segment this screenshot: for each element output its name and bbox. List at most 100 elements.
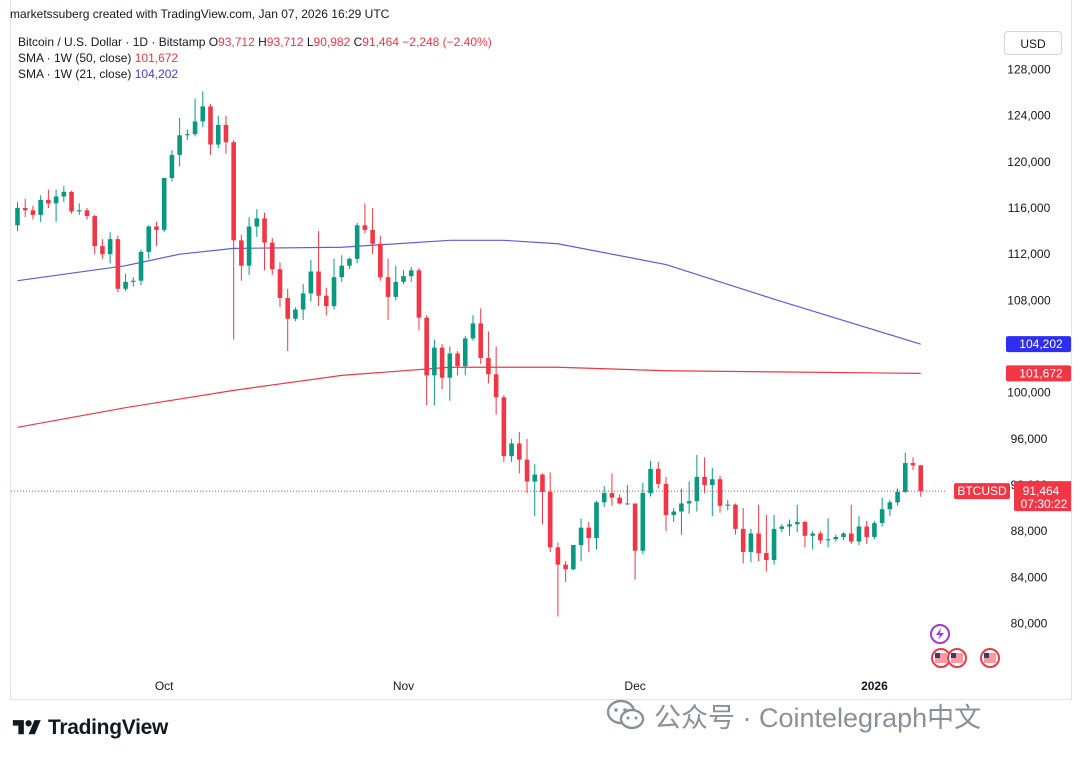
candle-up bbox=[401, 270, 406, 285]
candle-body bbox=[601, 493, 607, 503]
chart-panel[interactable]: 80,00084,00088,00092,00096,000100,000104… bbox=[10, 0, 1072, 700]
candle-down bbox=[46, 189, 51, 208]
candle-up bbox=[872, 520, 877, 540]
candle-body bbox=[679, 503, 684, 512]
candle-up bbox=[640, 482, 646, 555]
candle-body bbox=[756, 533, 761, 554]
sma50-value: 101,672 bbox=[134, 51, 179, 65]
currency-button[interactable]: USD bbox=[1004, 31, 1062, 55]
us-flag-icon-canton bbox=[935, 653, 940, 658]
candle-up bbox=[61, 186, 67, 203]
candle-up bbox=[15, 202, 20, 232]
candle-up bbox=[887, 500, 893, 517]
candle-body bbox=[107, 239, 113, 255]
candle-up bbox=[532, 464, 538, 517]
price-axis-label: 84,000 bbox=[1011, 570, 1048, 584]
candle-body bbox=[609, 493, 615, 498]
candle-body bbox=[818, 533, 823, 541]
candle-up bbox=[293, 307, 298, 322]
candle-body bbox=[432, 347, 437, 376]
candle-body bbox=[493, 374, 499, 398]
candle-down bbox=[818, 531, 823, 544]
candle-down bbox=[609, 473, 615, 506]
candle-body bbox=[856, 526, 862, 542]
candle-body bbox=[131, 280, 136, 282]
candle-body bbox=[231, 142, 236, 241]
candle-body bbox=[38, 199, 43, 215]
candle-down bbox=[416, 268, 422, 331]
time-axis-label: 2026 bbox=[861, 679, 888, 693]
candle-up bbox=[138, 249, 144, 286]
candle-body bbox=[794, 521, 800, 525]
sma50-legend-row[interactable]: SMA · 1W (50, close) 101,672 bbox=[18, 50, 492, 66]
candle-down bbox=[277, 262, 283, 308]
candle-body bbox=[586, 527, 592, 539]
candle-body bbox=[686, 501, 692, 504]
candle-down bbox=[100, 239, 105, 259]
candle-down bbox=[223, 115, 229, 154]
candle-up bbox=[308, 259, 314, 302]
candle-body bbox=[478, 323, 483, 359]
candle-down bbox=[848, 504, 854, 544]
candle-up bbox=[331, 258, 337, 310]
candle-body bbox=[354, 225, 360, 259]
tradingview-logo[interactable]: TradingView bbox=[10, 714, 168, 742]
candle-body bbox=[339, 265, 345, 278]
candle-up bbox=[779, 524, 785, 533]
candle-body bbox=[246, 226, 252, 266]
candle-down bbox=[378, 235, 383, 281]
candle-up bbox=[679, 488, 684, 535]
candle-body bbox=[61, 191, 67, 197]
candle-up bbox=[146, 225, 152, 259]
candle-up bbox=[53, 189, 59, 222]
change-value: −2,248 (−2.40%) bbox=[402, 35, 492, 49]
candle-body bbox=[223, 124, 229, 143]
candle-body bbox=[262, 218, 267, 243]
candle-body bbox=[702, 476, 707, 485]
time-axis-label: Dec bbox=[624, 679, 645, 693]
candlestick-chart[interactable]: 80,00084,00088,00092,00096,000100,000104… bbox=[11, 0, 1071, 700]
us-flag-icon-canton bbox=[951, 653, 956, 658]
time-axis-label: Oct bbox=[155, 679, 174, 693]
candle-body bbox=[740, 528, 746, 552]
candle-body bbox=[347, 258, 352, 266]
candle-body bbox=[46, 199, 51, 204]
low-label: L bbox=[306, 35, 314, 49]
candle-body bbox=[532, 474, 538, 482]
us-flag-icon bbox=[947, 648, 967, 668]
sma21-label: SMA · 1W (21, close) bbox=[18, 67, 132, 81]
chart-attribution: marketssuberg created with TradingView.c… bbox=[10, 7, 390, 21]
price-axis-label: 100,000 bbox=[1007, 386, 1051, 400]
sma50-price-tag-bg bbox=[1006, 365, 1071, 382]
candle-body bbox=[748, 533, 754, 552]
candle-down bbox=[717, 475, 723, 513]
sma21-value: 104,202 bbox=[134, 67, 179, 81]
candle-body bbox=[316, 271, 321, 296]
candle-down bbox=[269, 238, 275, 275]
candle-up bbox=[841, 532, 846, 541]
candle-body bbox=[22, 208, 28, 211]
candle-down bbox=[702, 457, 707, 494]
candle-up bbox=[625, 485, 630, 505]
candle-body bbox=[92, 216, 97, 247]
candle-body bbox=[594, 502, 599, 539]
candle-body bbox=[254, 218, 260, 227]
candle-body bbox=[833, 536, 839, 540]
price-axis-label: 108,000 bbox=[1007, 293, 1051, 307]
candle-body bbox=[848, 533, 854, 542]
candle-body bbox=[385, 277, 391, 297]
candle-up bbox=[393, 265, 399, 301]
time-axis-label: Nov bbox=[393, 679, 414, 693]
candle-body bbox=[269, 242, 275, 270]
candle-body bbox=[787, 524, 792, 527]
candle-up bbox=[787, 519, 792, 536]
candle-body bbox=[725, 504, 731, 506]
candle-up bbox=[833, 534, 839, 542]
candle-body bbox=[547, 491, 553, 548]
sma21-price-tag: 104,202 bbox=[1006, 336, 1071, 353]
low-value: 90,982 bbox=[313, 35, 351, 49]
candle-body bbox=[663, 483, 669, 516]
candle-body bbox=[401, 276, 406, 282]
sma21-legend-row[interactable]: SMA · 1W (21, close) 104,202 bbox=[18, 66, 492, 82]
candle-up bbox=[200, 91, 206, 128]
